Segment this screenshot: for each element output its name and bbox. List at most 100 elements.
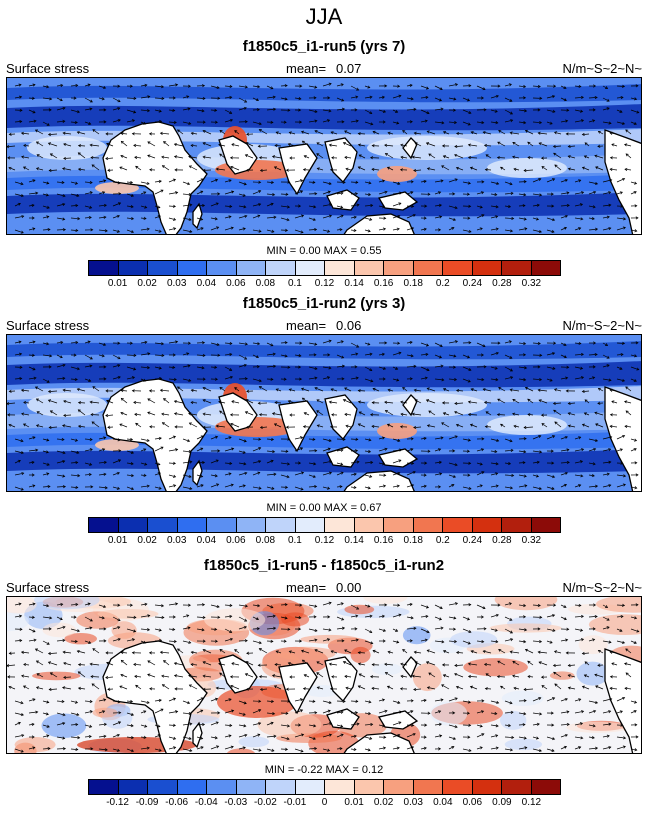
wind-arrow bbox=[518, 228, 527, 231]
wind-arrow-head bbox=[467, 674, 471, 679]
wind-arrow-head bbox=[215, 202, 219, 206]
wind-arrow-head bbox=[466, 711, 470, 715]
wind-arrow-head bbox=[468, 723, 472, 727]
wind-arrow-head bbox=[426, 649, 430, 653]
wind-arrow-head bbox=[563, 483, 568, 487]
wind-arrow-head bbox=[410, 180, 414, 184]
wind-arrow bbox=[448, 746, 455, 750]
wind-arrow-head bbox=[509, 748, 514, 752]
wind-arrow bbox=[616, 191, 623, 195]
wind-arrow-head bbox=[370, 675, 374, 679]
wind-arrow bbox=[602, 179, 612, 183]
wind-arrow-head bbox=[18, 340, 22, 344]
wind-arrow-head bbox=[77, 409, 81, 413]
wind-arrow-head bbox=[467, 155, 471, 160]
wind-arrow-head bbox=[189, 203, 193, 207]
wind-arrow-head bbox=[470, 131, 474, 135]
wind-arrow bbox=[163, 141, 170, 147]
wind-arrow-head bbox=[382, 628, 387, 632]
wind-arrow bbox=[400, 663, 408, 666]
wind-arrow-head bbox=[215, 721, 219, 725]
wind-arrow-head bbox=[425, 86, 430, 90]
wind-arrow bbox=[84, 191, 93, 195]
wind-arrow bbox=[90, 676, 100, 678]
wind-arrow-head bbox=[382, 227, 387, 231]
wind-arrow bbox=[392, 628, 398, 632]
wind-arrow bbox=[504, 486, 513, 489]
wind-arrow-head bbox=[524, 227, 528, 231]
wind-arrow bbox=[448, 121, 457, 124]
wind-arrow-head bbox=[48, 168, 52, 173]
wind-arrow bbox=[630, 366, 639, 371]
wind-arrow-head bbox=[245, 425, 249, 429]
wind-arrow bbox=[322, 376, 330, 380]
wind-arrow-head bbox=[482, 344, 486, 348]
wind-arrow bbox=[322, 119, 330, 123]
wind-arrow bbox=[196, 217, 203, 221]
wind-arrow-head bbox=[402, 129, 406, 133]
wind-arrow bbox=[350, 120, 359, 123]
wind-arrow bbox=[518, 724, 526, 726]
colorbar-tick-label: -0.01 bbox=[283, 797, 307, 808]
wind-arrow bbox=[154, 446, 164, 452]
wind-arrow-head bbox=[283, 639, 287, 643]
wind-arrow-head bbox=[495, 484, 499, 488]
wind-arrow-head bbox=[229, 723, 233, 728]
wind-arrow bbox=[350, 748, 357, 751]
wind-arrow-head bbox=[634, 438, 638, 442]
wind-arrow-head bbox=[372, 649, 376, 653]
wind-arrow-head bbox=[581, 710, 585, 714]
wind-arrow-head bbox=[188, 736, 192, 740]
wind-arrow bbox=[196, 97, 206, 99]
wind-arrow bbox=[121, 660, 128, 666]
wind-arrow bbox=[400, 675, 408, 678]
wind-arrow bbox=[330, 131, 338, 135]
wind-arrow bbox=[532, 85, 541, 87]
wind-arrow bbox=[182, 474, 192, 478]
wind-arrow bbox=[630, 378, 637, 382]
wind-arrow-head bbox=[217, 711, 221, 715]
wind-arrow bbox=[21, 651, 30, 654]
wind-arrow-head bbox=[314, 604, 318, 608]
wind-arrow bbox=[168, 205, 176, 207]
wind-arrow-head bbox=[300, 471, 305, 475]
wind-arrow bbox=[378, 747, 386, 750]
wind-vectors bbox=[7, 339, 640, 491]
wind-arrow bbox=[336, 229, 343, 231]
wind-arrow-head bbox=[157, 734, 161, 738]
wind-arrow-head bbox=[31, 460, 35, 465]
wind-arrow-head bbox=[414, 661, 418, 665]
wind-arrow-head bbox=[494, 192, 498, 197]
colorbar-tick-label: 0.01 bbox=[107, 278, 128, 289]
wind-arrow-head bbox=[527, 675, 531, 679]
wind-arrow bbox=[304, 155, 310, 159]
wind-arrow-head bbox=[328, 366, 332, 370]
wind-arrow-head bbox=[288, 131, 292, 135]
wind-arrow-head bbox=[62, 228, 67, 232]
wind-arrow-head bbox=[635, 341, 639, 345]
wind-arrow-head bbox=[298, 461, 302, 465]
wind-arrow-head bbox=[257, 604, 261, 608]
wind-arrow bbox=[462, 366, 472, 371]
wind-arrow-head bbox=[592, 365, 596, 369]
wind-arrow bbox=[294, 698, 303, 702]
wind-arrow bbox=[392, 181, 400, 185]
wind-arrow-head bbox=[442, 674, 446, 678]
wind-arrow bbox=[56, 460, 65, 464]
wind-arrow bbox=[162, 165, 170, 171]
wind-arrow-head bbox=[273, 166, 278, 170]
wind-arrow-head bbox=[143, 473, 147, 477]
wind-arrow-head bbox=[563, 617, 567, 621]
wind-arrow bbox=[588, 376, 595, 380]
wind-arrow-head bbox=[46, 604, 50, 608]
field-patch bbox=[27, 136, 107, 160]
wind-arrow-head bbox=[36, 673, 40, 677]
wind-arrow-head bbox=[20, 194, 24, 198]
wind-arrow-head bbox=[144, 340, 148, 344]
wind-arrow-head bbox=[624, 662, 628, 666]
wind-arrow-head bbox=[524, 484, 528, 488]
wind-arrow-head bbox=[134, 412, 138, 417]
wind-arrow-head bbox=[172, 723, 176, 727]
wind-arrow bbox=[42, 438, 49, 441]
colorbar-tick-label: 0.14 bbox=[344, 535, 364, 546]
